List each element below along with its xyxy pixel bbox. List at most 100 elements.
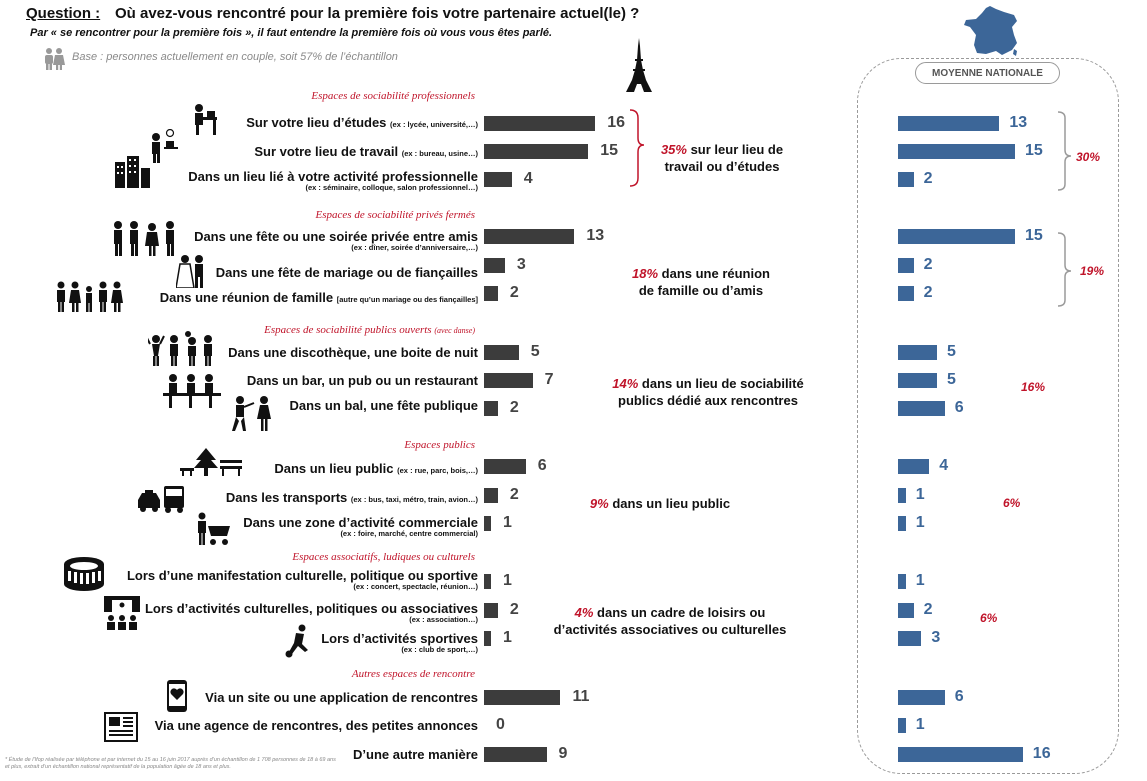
bar-paris xyxy=(484,459,526,474)
row-sublabel: (ex : association…) xyxy=(409,615,478,624)
value-label-national: 5 xyxy=(947,343,956,360)
row-label: Dans une zone d’activité commerciale xyxy=(243,515,478,530)
row-label: Dans une fête ou une soirée privée entre… xyxy=(194,229,478,244)
bar-table-icon xyxy=(163,374,221,408)
value-label-paris: 13 xyxy=(586,227,605,244)
base-text: Base : personnes actuellement en couple,… xyxy=(72,51,398,63)
section-title: Autres espaces de rencontre xyxy=(351,668,475,680)
value-label-national: 1 xyxy=(915,572,925,589)
bar-paris xyxy=(484,144,589,159)
row-label: Sur votre lieu de travail (ex : bureau, … xyxy=(254,144,478,159)
value-label-national: 2 xyxy=(923,284,933,301)
bar-national xyxy=(898,459,930,474)
smartphone-heart-icon xyxy=(167,680,187,712)
newspaper-icon xyxy=(104,712,138,742)
value-label-paris: 16 xyxy=(607,114,625,131)
office-buildings-icon xyxy=(115,156,150,188)
value-label-paris: 9 xyxy=(558,745,568,762)
row-label: Lors d’une manifestation culturelle, pol… xyxy=(126,568,478,583)
bar-national xyxy=(898,488,906,503)
value-label-national: 15 xyxy=(1025,142,1043,159)
group-summary: 35% sur leur lieu de travail ou d’études xyxy=(660,142,784,174)
bar-paris xyxy=(484,690,561,705)
bar-paris xyxy=(484,516,491,531)
question-text: Où avez-vous rencontré pour la première … xyxy=(115,5,640,22)
national-average-panel xyxy=(857,58,1119,774)
row-label: Dans une fête de mariage ou de fiançaill… xyxy=(215,265,478,280)
bar-paris xyxy=(484,345,519,360)
bar-national xyxy=(898,229,1015,244)
bar-national xyxy=(898,172,914,187)
row-sublabel: (ex : séminaire, colloque, salon profess… xyxy=(305,183,478,192)
question-label: Question : xyxy=(26,5,101,22)
value-label-national: 2 xyxy=(923,170,933,187)
value-label-paris: 2 xyxy=(509,486,519,503)
value-label-national: 3 xyxy=(931,629,941,646)
dancing-couple-icon xyxy=(232,396,271,431)
row-label: Lors d’activités culturelles, politiques… xyxy=(144,601,478,616)
eiffel-tower-icon xyxy=(626,38,652,92)
stadium-icon xyxy=(64,557,104,591)
row-label: D’une autre manière xyxy=(353,747,478,762)
value-label-national: 5 xyxy=(947,371,956,388)
value-label-paris: 1 xyxy=(502,572,512,589)
bar-paris xyxy=(484,172,512,187)
row-label: Dans un lieu public (ex : rue, parc, boi… xyxy=(274,461,478,476)
row-example: (ex : bureau, usine…) xyxy=(401,149,478,158)
section-title: Espaces associatifs, ludiques ou culture… xyxy=(292,551,475,563)
bar-national xyxy=(898,631,922,646)
national-group-summary: 30% xyxy=(1076,150,1101,164)
bar-national xyxy=(898,258,914,273)
bar-paris xyxy=(484,747,547,762)
row-example: [autre qu’un mariage ou des fiançailles] xyxy=(336,295,478,304)
bar-paris xyxy=(484,229,575,244)
section-title: Espaces publics xyxy=(404,439,475,451)
value-label-national: 6 xyxy=(954,688,964,705)
row-sublabel: (ex : foire, marché, centre commercial) xyxy=(340,529,478,538)
value-label-paris: 3 xyxy=(516,256,526,273)
section-note: (avec danse) xyxy=(434,326,475,335)
shopping-cart-icon xyxy=(198,512,230,545)
row-example: (ex : lycée, université,…) xyxy=(390,120,478,129)
soccer-player-icon xyxy=(285,624,308,658)
value-label-paris: 5 xyxy=(530,343,540,360)
office-worker-icon xyxy=(152,129,178,163)
value-label-paris: 2 xyxy=(509,601,519,618)
row-label: Sur votre lieu d’études (ex : lycée, uni… xyxy=(246,115,478,130)
value-label-national: 4 xyxy=(939,457,949,474)
family-gathering-icon xyxy=(57,281,123,312)
national-group-summary: 6% xyxy=(980,611,998,625)
value-label-paris: 0 xyxy=(496,716,505,733)
bar-national xyxy=(898,690,945,705)
couple-icon xyxy=(45,48,65,70)
value-label-paris: 2 xyxy=(509,284,519,301)
row-sublabel: (ex : club de sport,…) xyxy=(401,645,478,654)
value-label-paris: 7 xyxy=(544,371,554,388)
group-summary: 4% dans un cadre de loisirs ou d’activité… xyxy=(553,605,787,637)
question-subtitle: Par « se rencontrer pour la première foi… xyxy=(30,27,553,39)
bar-paris xyxy=(484,373,533,388)
wedding-couple-icon xyxy=(176,255,203,288)
bar-national xyxy=(898,747,1023,762)
national-group-summary: 16% xyxy=(1021,380,1046,394)
value-label-paris: 11 xyxy=(572,688,590,705)
value-label-paris: 1 xyxy=(502,514,512,531)
bar-paris xyxy=(484,401,498,416)
value-label-national: 13 xyxy=(1009,114,1028,131)
value-label-paris: 4 xyxy=(523,170,533,187)
section-title: Espaces de sociabilité professionnels xyxy=(311,90,475,102)
bar-paris xyxy=(484,286,498,301)
footnote: * Étude de l’Ifop réalisée par téléphone… xyxy=(5,757,336,770)
value-label-national: 15 xyxy=(1025,227,1043,244)
disco-dancers-icon xyxy=(148,331,212,366)
theater-audience-icon xyxy=(104,596,140,630)
row-label: Via une agence de rencontres, des petite… xyxy=(154,718,478,733)
national-group-summary: 19% xyxy=(1080,264,1105,278)
bar-national xyxy=(898,401,945,416)
row-label: Lors d’activités sportives xyxy=(321,631,478,646)
row-sublabel: (ex : dîner, soirée d’anniversaire,…) xyxy=(351,243,478,252)
row-sublabel: (ex : concert, spectacle, réunion…) xyxy=(353,582,478,591)
bar-paris xyxy=(484,488,498,503)
value-label-national: 1 xyxy=(915,514,925,531)
group-summary: 18% dans une réunion de famille ou d’amis xyxy=(632,266,770,298)
